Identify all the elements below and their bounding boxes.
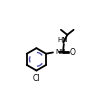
Text: Cl: Cl [33,74,40,83]
Text: HN: HN [57,37,68,43]
Text: NH: NH [55,49,66,55]
Text: O: O [70,48,76,57]
